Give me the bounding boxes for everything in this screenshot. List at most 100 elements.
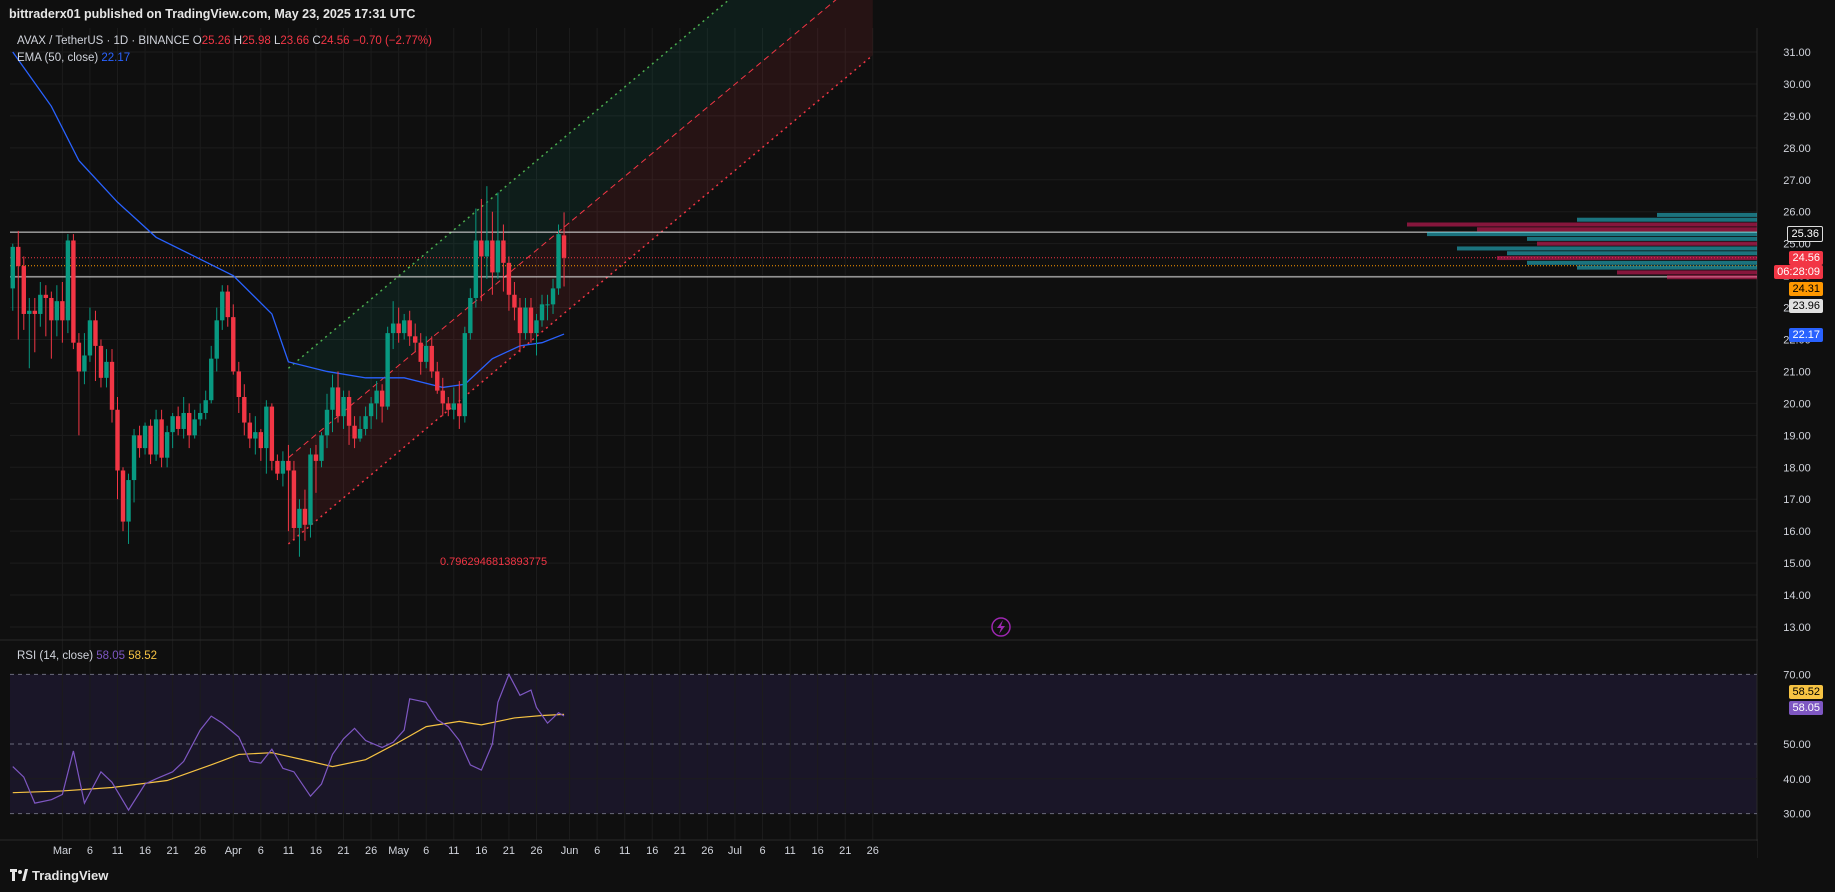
candle [479,198,484,302]
candle [490,211,495,295]
candle [352,416,357,449]
channel-lower-line [287,54,874,545]
candle [418,333,423,375]
candle [407,310,412,346]
time-tick-label: 11 [112,845,123,857]
volume-profile-bar [1477,227,1757,232]
candle-body [115,409,120,471]
time-tick-label: 6 [258,845,264,857]
volume-profile-bar [1427,232,1757,237]
candle-body [27,310,32,314]
candle-body [54,301,60,321]
candle [341,390,346,429]
price-tick-label: 19.00 [1783,430,1811,442]
volume-profile-bar [1497,256,1757,261]
time-tick-label: 26 [867,845,879,857]
candle-body [490,240,495,273]
candle-body [153,419,159,455]
candle-body [148,425,153,455]
candle-body [308,454,313,525]
candle [175,406,181,436]
candle-body [390,323,396,334]
candle [120,467,126,532]
time-tick-label: 16 [475,845,487,857]
candle-body [170,416,175,433]
candle-body [247,422,253,439]
candle [164,425,170,468]
price-tick-label: 15.00 [1783,558,1811,570]
volume-profile-bar [1527,236,1757,241]
candle-body [38,294,43,314]
candle [286,444,291,532]
candle [473,208,479,308]
candle-body [49,297,54,321]
candle-body [457,403,462,417]
candle [137,425,142,458]
close-label: C [312,35,321,47]
candle-body [368,403,374,417]
candle [346,390,352,445]
rsi-ma-value: 58.52 [128,650,158,662]
open-value: 25.26 [201,35,231,47]
candle-body [275,460,280,474]
price-tick-label: 14.00 [1783,590,1811,602]
ema-price-label: 22.17 [1789,328,1823,342]
candle-body [10,246,15,289]
candle [236,361,241,413]
candle-body [352,425,357,439]
candle [539,294,545,327]
high-value: 25.98 [242,35,271,47]
candle-body [506,262,512,295]
footer-bar: TradingView [0,858,1835,892]
volume-profile-bar [1407,222,1757,227]
candle [54,285,60,337]
candle [10,243,15,311]
candle-body [181,412,186,429]
candle [203,390,208,420]
candle [21,256,26,330]
candle-body [512,294,517,308]
time-tick-label: 6 [87,845,93,857]
rsi-value: 58.05 [96,650,126,662]
symbol-legend: AVAX / TetherUS · 1D · BINANCE O25.26 H2… [17,35,432,47]
candle [231,304,236,375]
candle-body [341,397,346,417]
candle-body [335,387,341,417]
low-value: 23.66 [280,35,310,47]
candle [109,349,115,423]
candle [131,428,137,503]
candle [258,428,264,461]
candle [462,326,468,423]
candle-body [528,307,534,334]
time-tick-label: 21 [503,845,515,857]
channel-lower-fill [288,0,873,544]
candle [209,345,214,404]
close-value: 24.56 [320,35,350,47]
tradingview-logo[interactable]: TradingView [10,868,108,883]
price-tick-label: 27.00 [1783,175,1811,187]
price-axis-background [1758,28,1835,858]
time-tick-label: 26 [701,845,713,857]
flash-icon[interactable] [991,617,1011,637]
candle-body [379,390,385,407]
fib-label: 0.7962946813893775 [440,556,548,568]
time-tick-label: 6 [423,845,429,857]
candle [390,301,396,350]
candle [297,499,302,557]
time-tick-label: Jun [561,845,579,857]
candle [192,409,197,439]
rsi-label: RSI (14, close) [17,650,94,662]
volume-profile-bar [1527,260,1757,265]
candle [186,403,192,449]
candle-body [164,432,170,458]
candle-body [209,358,214,401]
candle [319,432,324,468]
candle-body [324,409,330,436]
volume-profile-bar [1617,270,1757,275]
candle-body [225,291,230,318]
rsi-tick-label: 40.00 [1783,774,1811,786]
candle [363,406,368,436]
time-tick-label: 6 [759,845,765,857]
candle-body [374,390,379,404]
